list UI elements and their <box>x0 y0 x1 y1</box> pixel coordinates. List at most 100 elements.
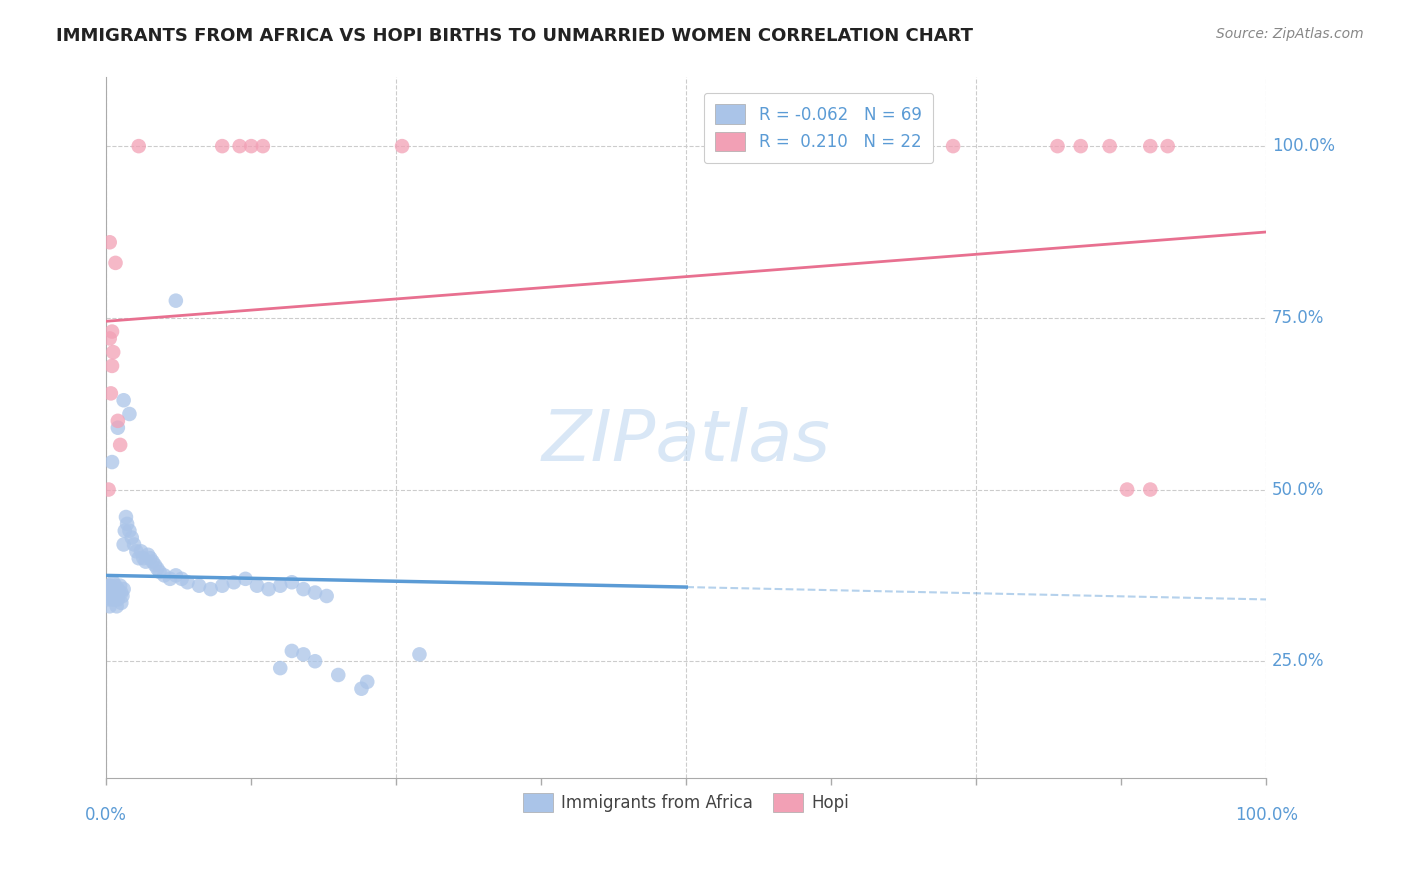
Point <box>170 572 193 586</box>
Point <box>159 572 181 586</box>
Point <box>292 582 315 596</box>
Point <box>356 674 378 689</box>
Point <box>105 589 128 603</box>
Point <box>107 592 129 607</box>
Point <box>228 139 250 153</box>
Point <box>211 579 233 593</box>
Point <box>103 575 125 590</box>
Text: 50.0%: 50.0% <box>1272 481 1324 499</box>
Point <box>252 139 274 153</box>
Point <box>100 386 122 401</box>
Point <box>292 648 315 662</box>
Point <box>110 596 132 610</box>
Point <box>942 139 965 153</box>
Point <box>97 483 120 497</box>
Point <box>235 572 257 586</box>
Point <box>97 592 120 607</box>
Point <box>188 579 211 593</box>
Point <box>122 537 145 551</box>
Point <box>101 359 124 373</box>
Point <box>107 414 129 428</box>
Point <box>132 551 155 566</box>
Point <box>114 524 136 538</box>
Point <box>165 293 187 308</box>
Point <box>1070 139 1092 153</box>
Point <box>100 589 122 603</box>
Point <box>101 592 124 607</box>
Point <box>165 568 187 582</box>
Point <box>1157 139 1180 153</box>
Point <box>304 585 326 599</box>
Point <box>97 579 120 593</box>
Point <box>304 654 326 668</box>
Point <box>98 235 121 250</box>
Point <box>240 139 263 153</box>
Point <box>257 582 280 596</box>
Point <box>115 516 138 531</box>
Point <box>112 582 135 596</box>
Point <box>1116 483 1139 497</box>
Point <box>129 544 152 558</box>
Point <box>211 139 233 153</box>
Point <box>408 648 430 662</box>
Point <box>112 393 135 408</box>
Point <box>98 599 121 614</box>
Point <box>104 256 127 270</box>
Point <box>149 565 172 579</box>
Point <box>101 582 124 596</box>
Point <box>128 139 150 153</box>
Point <box>103 582 125 596</box>
Legend: Immigrants from Africa, Hopi: Immigrants from Africa, Hopi <box>516 786 856 819</box>
Text: 75.0%: 75.0% <box>1272 309 1324 326</box>
Point <box>118 407 141 421</box>
Text: 25.0%: 25.0% <box>1272 652 1324 670</box>
Text: IMMIGRANTS FROM AFRICA VS HOPI BIRTHS TO UNMARRIED WOMEN CORRELATION CHART: IMMIGRANTS FROM AFRICA VS HOPI BIRTHS TO… <box>56 27 973 45</box>
Point <box>328 668 350 682</box>
Point <box>108 579 131 593</box>
Point <box>98 585 121 599</box>
Point <box>1046 139 1069 153</box>
Point <box>108 438 131 452</box>
Point <box>103 345 125 359</box>
Text: 100.0%: 100.0% <box>1234 806 1298 824</box>
Point <box>281 644 304 658</box>
Point <box>200 582 222 596</box>
Point <box>139 551 162 566</box>
Y-axis label: Births to Unmarried Women: Births to Unmarried Women <box>0 312 8 543</box>
Text: 0.0%: 0.0% <box>86 806 127 824</box>
Point <box>98 331 121 345</box>
Point <box>100 579 122 593</box>
Point <box>222 575 245 590</box>
Text: 100.0%: 100.0% <box>1272 137 1336 155</box>
Point <box>1098 139 1121 153</box>
Point <box>153 568 176 582</box>
Point <box>146 561 169 575</box>
Point <box>391 139 413 153</box>
Text: Source: ZipAtlas.com: Source: ZipAtlas.com <box>1216 27 1364 41</box>
Point <box>105 599 128 614</box>
Point <box>121 531 143 545</box>
Point <box>104 585 127 599</box>
Point <box>101 325 124 339</box>
Point <box>315 589 337 603</box>
Point <box>96 582 118 596</box>
Point <box>107 582 129 596</box>
Point <box>281 575 304 590</box>
Point <box>142 555 165 569</box>
Point <box>128 551 150 566</box>
Point <box>1139 139 1161 153</box>
Point <box>112 537 135 551</box>
Text: ZIPatlas: ZIPatlas <box>541 408 831 476</box>
Point <box>118 524 141 538</box>
Point <box>136 548 159 562</box>
Point <box>111 589 134 603</box>
Point <box>176 575 198 590</box>
Point <box>107 421 129 435</box>
Point <box>1139 483 1161 497</box>
Point <box>115 510 138 524</box>
Point <box>269 661 291 675</box>
Point <box>143 558 166 573</box>
Point <box>108 585 131 599</box>
Point <box>350 681 373 696</box>
Point <box>103 585 125 599</box>
